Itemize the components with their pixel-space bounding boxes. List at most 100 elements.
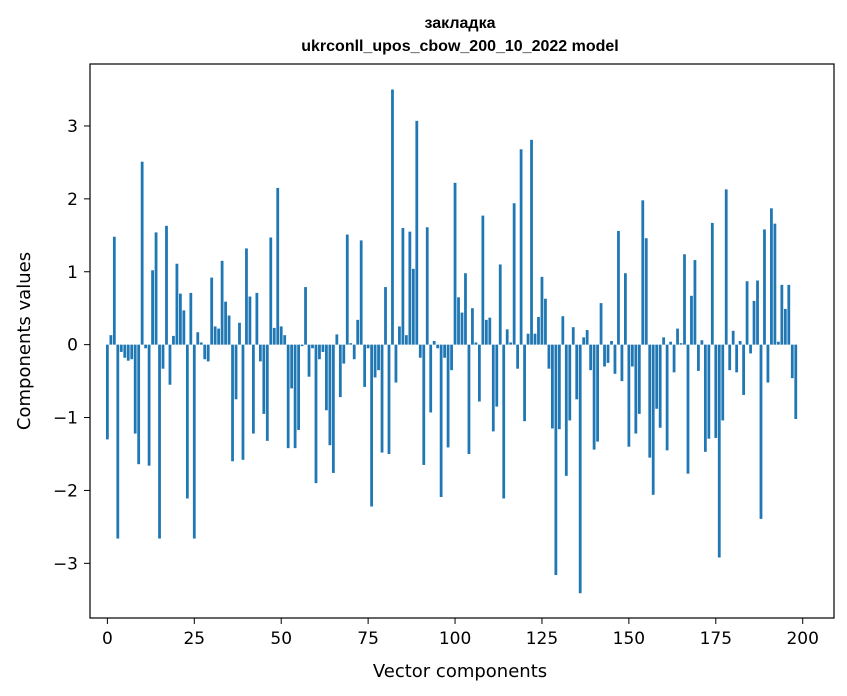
bar-180	[731, 330, 735, 345]
bar-127	[547, 344, 551, 369]
bar-154	[641, 200, 645, 345]
bar-175	[714, 344, 718, 438]
bar-47	[269, 237, 273, 345]
bar-52	[286, 344, 290, 449]
bar-60	[314, 344, 318, 484]
bar-50	[279, 326, 283, 345]
bar-126	[544, 298, 547, 345]
bar-161	[665, 344, 669, 451]
x-axis-label: Vector components	[373, 661, 547, 682]
bar-94	[432, 341, 436, 345]
bar-55	[297, 344, 300, 430]
bar-70	[349, 343, 353, 345]
bar-189	[763, 229, 766, 345]
y-tick-label: −1	[53, 409, 78, 429]
bar-51	[283, 335, 287, 345]
bar-39	[241, 344, 245, 460]
bar-86	[404, 335, 408, 345]
bar-143	[603, 344, 606, 367]
bar-108	[481, 215, 485, 345]
bar-139	[589, 344, 593, 371]
bar-44	[258, 344, 262, 362]
bar-151	[630, 344, 634, 367]
bar-134	[571, 327, 575, 345]
bar-4	[119, 344, 123, 352]
bar-167	[686, 344, 690, 474]
x-tick-label: 100	[439, 629, 471, 649]
bar-21	[179, 293, 182, 345]
bar-112	[495, 344, 499, 407]
bar-93	[429, 344, 433, 413]
bar-132	[564, 344, 568, 476]
bar-110	[488, 317, 492, 345]
bar-133	[568, 344, 572, 421]
bar-118	[516, 344, 520, 369]
bar-166	[683, 254, 686, 345]
bar-141	[596, 344, 599, 442]
bar-103	[464, 273, 467, 345]
bar-56	[300, 344, 304, 347]
bar-16	[161, 344, 165, 369]
bar-185	[749, 344, 752, 354]
bar-85	[401, 228, 405, 345]
bar-142	[599, 303, 603, 345]
bar-5	[123, 344, 127, 358]
bar-192	[773, 223, 777, 345]
bar-23	[185, 344, 189, 499]
bar-89	[415, 120, 419, 345]
x-tick-label: 125	[526, 629, 558, 649]
bar-34	[224, 301, 227, 345]
x-tick-label: 0	[102, 629, 113, 649]
x-tick-label: 25	[183, 629, 205, 649]
plot-frame	[89, 63, 835, 619]
bar-182	[738, 341, 742, 345]
bar-36	[231, 344, 234, 462]
bar-128	[551, 344, 554, 429]
bar-61	[318, 344, 321, 360]
bar-113	[498, 264, 502, 345]
bar-48	[272, 327, 276, 345]
x-tick-label: 175	[700, 629, 732, 649]
chart-title: закладка	[425, 15, 496, 32]
bar-67	[338, 344, 342, 398]
bar-84	[398, 326, 401, 345]
bar-100	[453, 182, 457, 345]
bar-121	[526, 333, 530, 345]
bar-20	[175, 263, 179, 345]
bar-183	[742, 344, 745, 395]
bar-169	[693, 260, 697, 345]
bar-83	[394, 344, 398, 383]
x-tick-label: 75	[357, 629, 379, 649]
bar-87	[408, 231, 412, 345]
bar-65	[331, 344, 335, 473]
bar-106	[474, 342, 478, 345]
bar-43	[255, 292, 259, 345]
bar-27	[199, 342, 203, 345]
bar-163	[672, 344, 676, 373]
bar-46	[265, 344, 269, 441]
bar-131	[561, 316, 565, 345]
bar-6	[126, 344, 130, 361]
bar-174	[710, 222, 714, 345]
bar-26	[196, 332, 200, 345]
chart-subtitle: ukrconll_upos_cbow_200_10_2022 model	[301, 38, 618, 55]
bar-92	[425, 227, 429, 345]
bar-149	[624, 273, 627, 345]
bar-99	[450, 344, 453, 371]
bar-152	[634, 344, 638, 434]
bar-8	[133, 344, 137, 434]
bar-17	[165, 225, 168, 345]
bar-2	[112, 236, 116, 345]
bar-137	[582, 337, 586, 345]
bar-160	[662, 337, 666, 345]
bar-98	[446, 344, 450, 448]
x-tick-label: 150	[613, 629, 645, 649]
bar-195	[783, 308, 787, 345]
bar-25	[192, 344, 196, 539]
y-tick-label: 1	[67, 263, 78, 283]
bar-120	[523, 344, 526, 422]
bar-197	[790, 344, 794, 379]
bar-11	[144, 344, 148, 349]
bar-136	[578, 344, 582, 594]
bar-79	[380, 344, 384, 453]
